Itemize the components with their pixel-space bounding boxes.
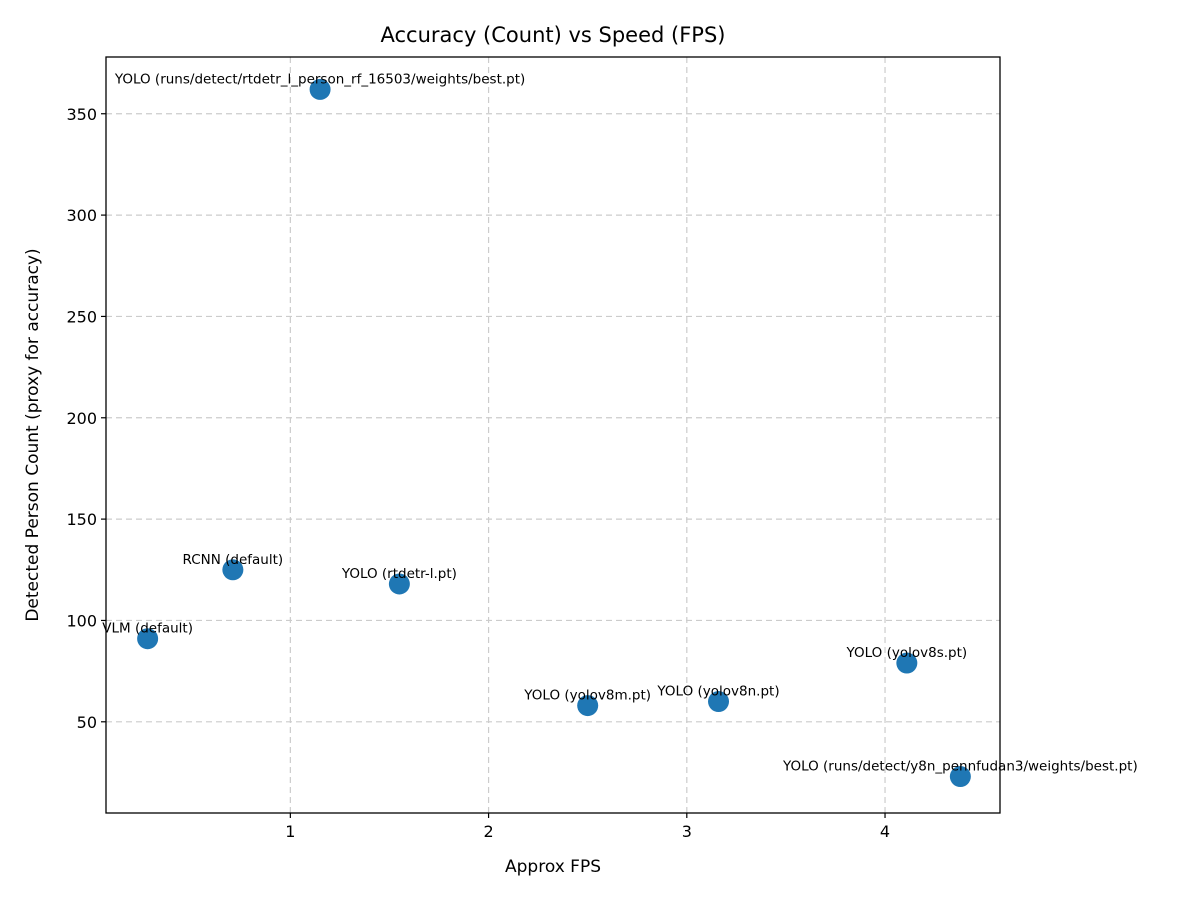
- grid: [106, 57, 1000, 813]
- y-tick-label: 350: [66, 105, 97, 124]
- plot-frame: [105, 56, 1001, 814]
- y-tick-label: 250: [66, 307, 97, 326]
- x-tick-label: 2: [483, 822, 493, 841]
- y-tick-label: 50: [77, 713, 97, 732]
- x-tick-label: 3: [682, 822, 692, 841]
- x-axis-label: Approx FPS: [505, 857, 601, 877]
- axis-ticks: 1 2 3 4 50 100 150 200 250 300 350: [66, 105, 890, 841]
- y-tick-label: 200: [66, 409, 97, 428]
- scatter-point: [896, 652, 918, 674]
- y-tick-label: 300: [66, 206, 97, 225]
- point-label: YOLO (yolov8s.pt): [846, 645, 968, 661]
- scatter-point: [388, 573, 410, 595]
- scatter-point: [577, 695, 599, 717]
- scatter-point: [708, 691, 730, 713]
- point-label: YOLO (runs/detect/rtdetr_l_person_rf_165…: [114, 71, 525, 87]
- y-tick-label: 150: [66, 510, 97, 529]
- scatter-point: [137, 628, 159, 650]
- point-labels: VLM (default) RCNN (default) YOLO (runs/de…: [102, 71, 1137, 774]
- x-tick-label: 4: [880, 822, 890, 841]
- y-tick-label: 100: [66, 611, 97, 630]
- scatter-point: [309, 78, 331, 100]
- scatter-point: [949, 766, 971, 788]
- point-label: YOLO (yolov8n.pt): [656, 684, 779, 700]
- point-label: YOLO (yolov8m.pt): [523, 688, 651, 704]
- chart-title: Accuracy (Count) vs Speed (FPS): [381, 23, 726, 47]
- point-label: VLM (default): [102, 621, 193, 637]
- x-tick-label: 1: [285, 822, 295, 841]
- scatter-point: [222, 559, 244, 581]
- y-axis-label: Detected Person Count (proxy for accurac…: [23, 248, 43, 621]
- data-points: [137, 78, 971, 788]
- point-label: YOLO (rtdetr-l.pt): [341, 566, 457, 582]
- point-label: YOLO (runs/detect/y8n_pennfudan3/weights…: [782, 759, 1138, 775]
- point-label: RCNN (default): [183, 552, 284, 568]
